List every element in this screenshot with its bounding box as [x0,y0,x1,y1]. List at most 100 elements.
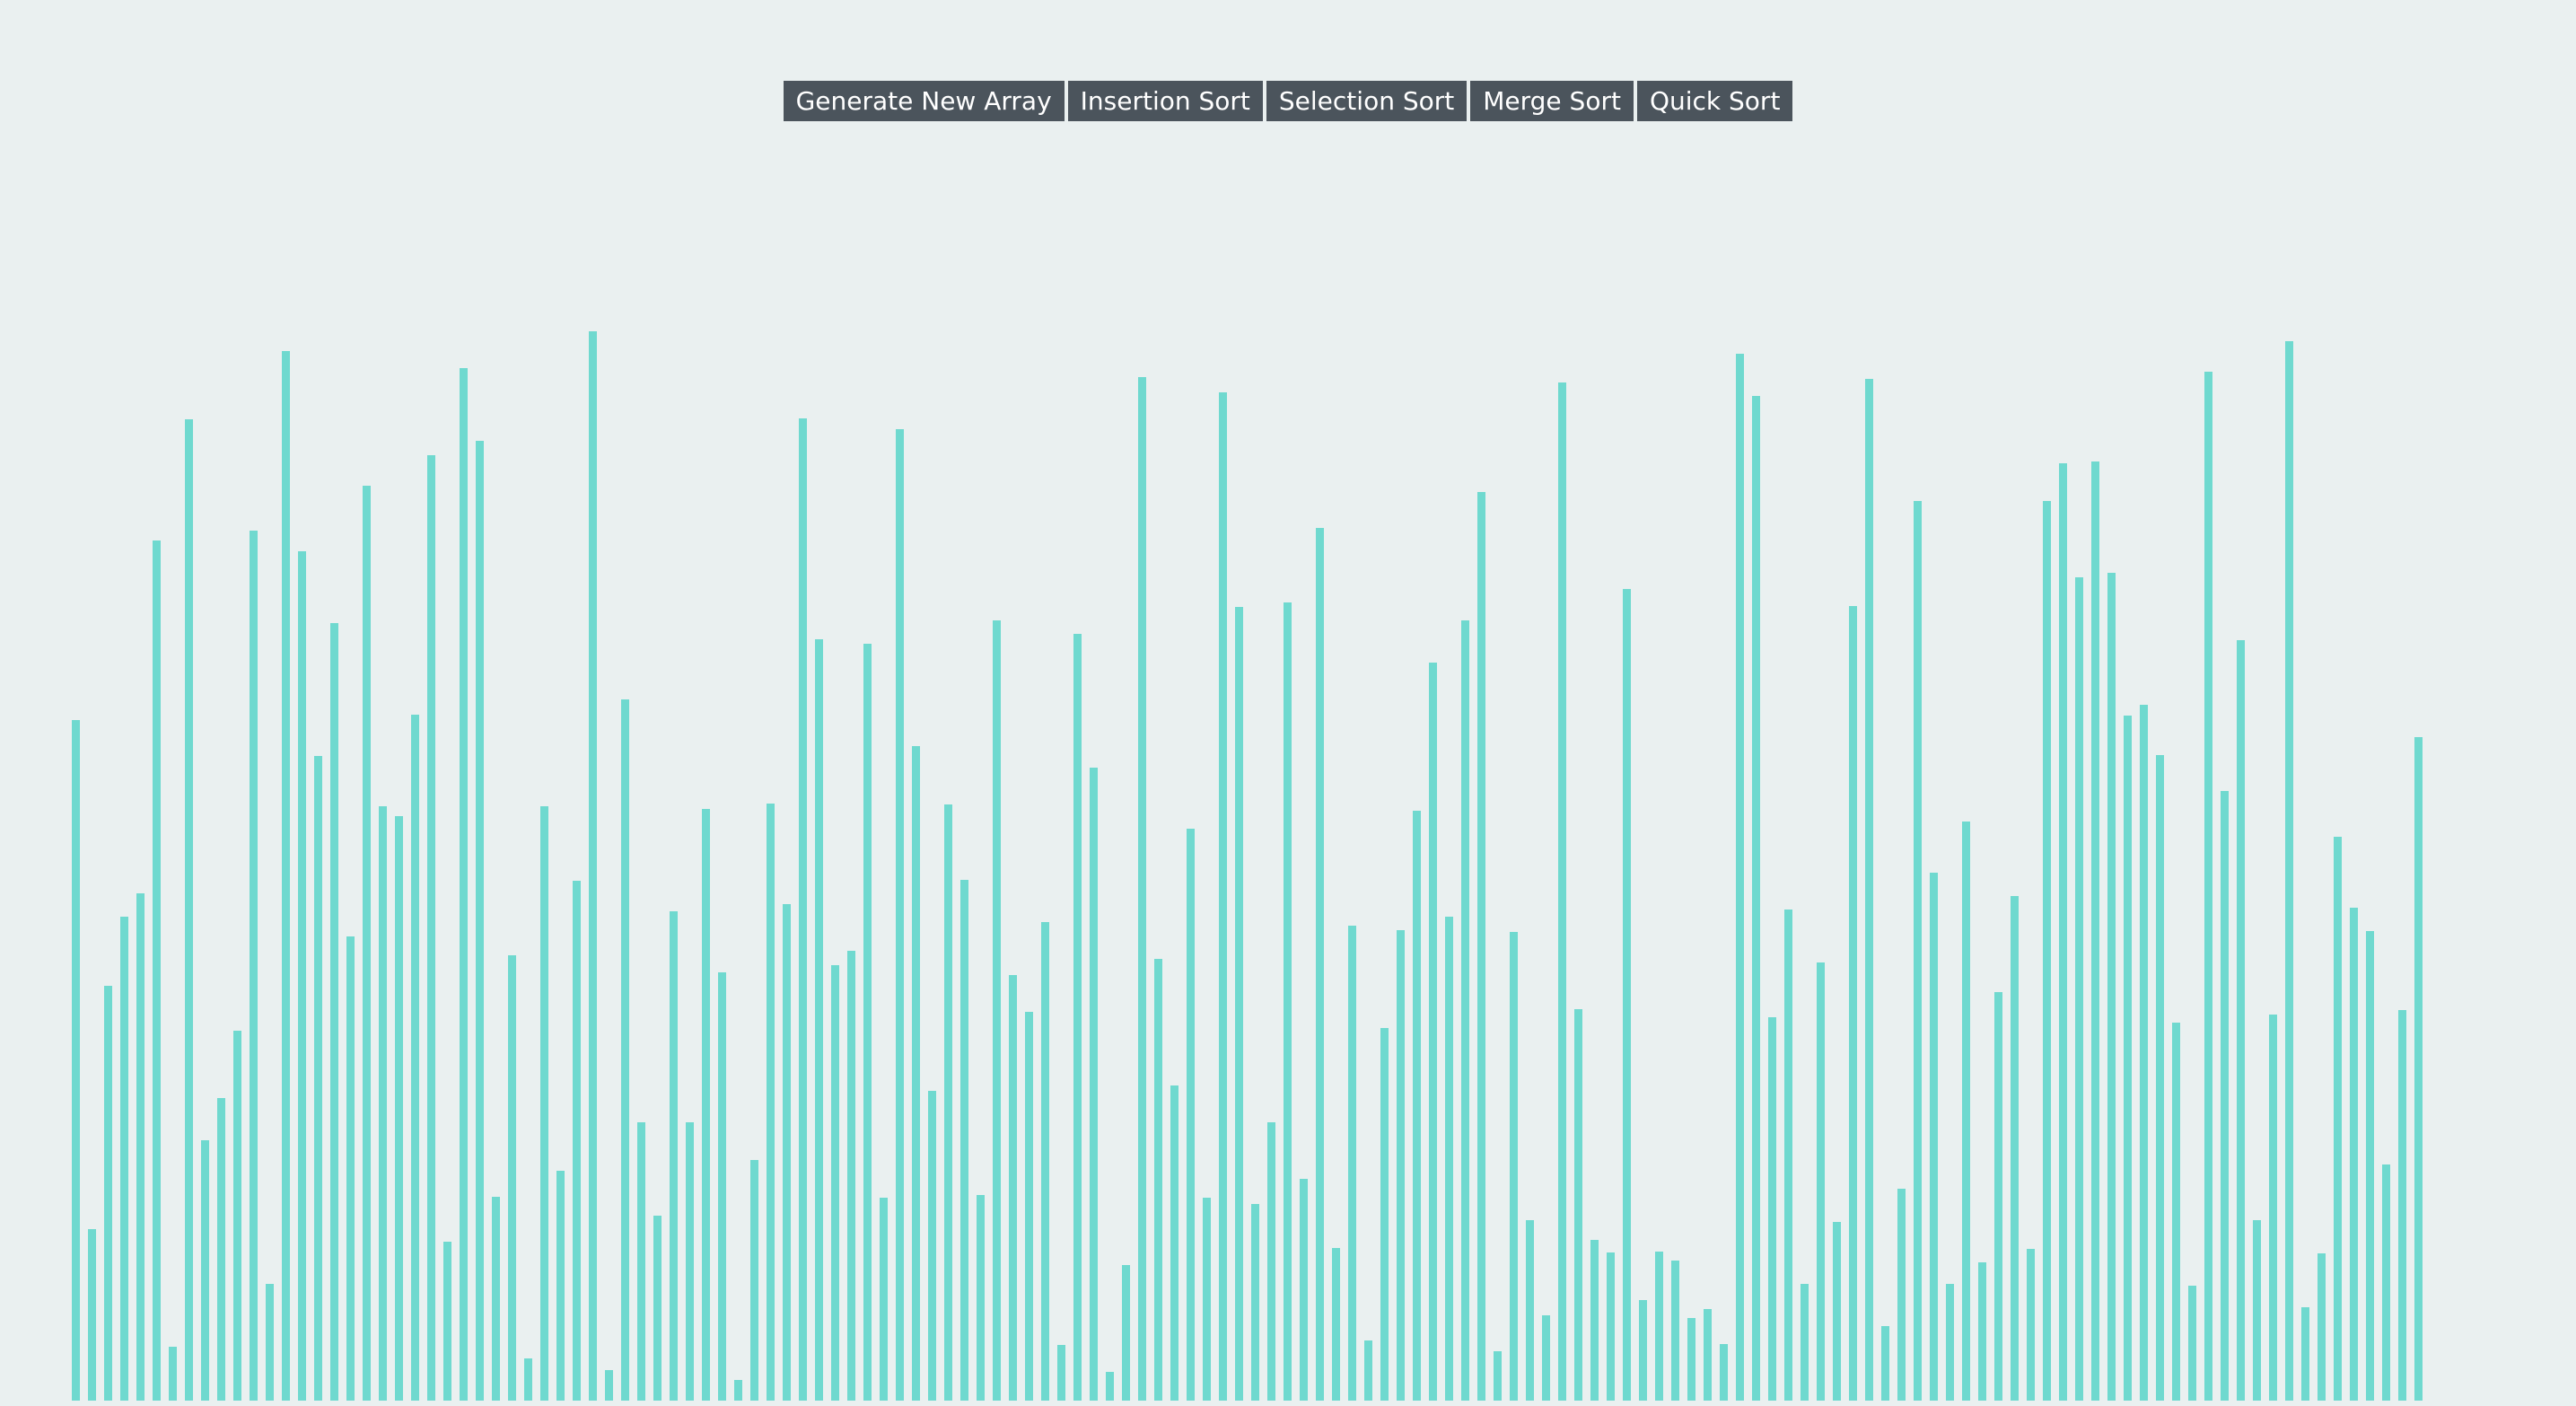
array-bar [1073,634,1082,1401]
array-bar [460,368,468,1401]
array-bar [1348,926,1356,1401]
array-bar [298,551,306,1401]
array-bar [1461,620,1469,1401]
array-bar [1994,992,2002,1401]
array-bar [1833,1222,1841,1401]
array-bar [2091,461,2099,1401]
array-bar [1284,602,1292,1401]
array-bar [1607,1252,1615,1401]
array-bar [2011,896,2019,1401]
insertion-sort-button[interactable]: Insertion Sort [1067,81,1263,121]
array-bar [2172,1023,2180,1401]
array-bar [831,965,839,1401]
array-bar [1429,663,1437,1401]
array-bar [1849,606,1857,1401]
array-bar [120,917,128,1401]
toolbar: Generate New Array Insertion Sort Select… [0,81,2576,121]
array-bar [863,644,872,1401]
array-bar [718,972,726,1401]
array-bar [1090,768,1098,1401]
array-bar [1897,1189,1906,1401]
array-bar [1397,930,1405,1401]
array-bar [589,331,597,1401]
array-bar [2124,716,2132,1401]
array-bar [815,639,823,1401]
array-bar [1865,379,1873,1401]
array-bar [185,419,193,1401]
array-bar [2253,1220,2261,1401]
array-bar [1364,1340,1372,1401]
array-bar [2366,931,2374,1401]
array-bar [524,1358,532,1401]
array-bar [1704,1309,1712,1401]
array-bar [1768,1017,1776,1401]
array-bar [734,1380,742,1401]
array-bar [508,955,516,1401]
array-bar [266,1284,274,1401]
array-bar [1720,1344,1728,1401]
array-bar [1267,1122,1275,1401]
quick-sort-button[interactable]: Quick Sort [1636,81,1793,121]
array-bar [1590,1240,1599,1401]
array-bar [670,911,678,1401]
array-bar [1413,811,1421,1401]
array-bar [2237,640,2245,1401]
array-bar [1542,1315,1550,1401]
array-bar [443,1242,451,1401]
array-bar [2285,341,2293,1401]
array-bar [993,620,1001,1401]
array-bar [637,1122,645,1401]
array-bar [1300,1179,1308,1401]
array-bar [492,1197,500,1401]
array-bar [896,429,904,1401]
array-bar [686,1122,694,1401]
array-bar [1477,492,1485,1401]
array-bar [1558,382,1566,1401]
array-bar [2043,501,2051,1401]
array-bar [1817,962,1825,1401]
array-bar [928,1091,936,1401]
array-bar [88,1229,96,1401]
array-bar [1671,1261,1679,1401]
array-bar [1655,1252,1663,1401]
array-bar [476,441,484,1401]
array-bar [136,893,145,1401]
array-bar [1187,829,1195,1401]
array-bar [1122,1265,1130,1401]
array-bar [605,1370,613,1401]
array-bar [1930,873,1938,1401]
array-bar [977,1195,985,1401]
array-bar [2382,1164,2390,1401]
array-bar [169,1347,177,1401]
array-bar [1203,1198,1211,1401]
merge-sort-button[interactable]: Merge Sort [1470,81,1634,121]
array-bar [233,1031,241,1401]
array-bar [1445,917,1453,1401]
array-bar [2156,755,2164,1401]
array-bar [1914,501,1922,1401]
array-bar [1494,1351,1502,1401]
array-bar [1251,1204,1259,1401]
array-bar [250,531,258,1401]
selection-sort-button[interactable]: Selection Sort [1266,81,1468,121]
array-bar [1978,1262,1986,1401]
array-bar [1623,589,1631,1401]
array-bar [799,418,807,1401]
array-bar [1962,822,1970,1401]
array-bar [153,540,161,1401]
array-bar [1510,932,1518,1401]
array-bar [960,880,968,1401]
array-bar [2350,908,2358,1401]
array-bar [363,486,371,1401]
array-bar [1316,528,1324,1401]
array-bar [1219,392,1227,1401]
array-bar [1154,959,1162,1401]
array-bar [2188,1286,2196,1401]
array-bar [1752,396,1760,1401]
array-bar [880,1198,888,1401]
generate-new-array-button[interactable]: Generate New Array [783,81,1065,121]
array-bar [1170,1085,1178,1401]
array-bar [72,720,80,1401]
array-bar [2269,1015,2277,1401]
array-bar [2334,837,2342,1401]
